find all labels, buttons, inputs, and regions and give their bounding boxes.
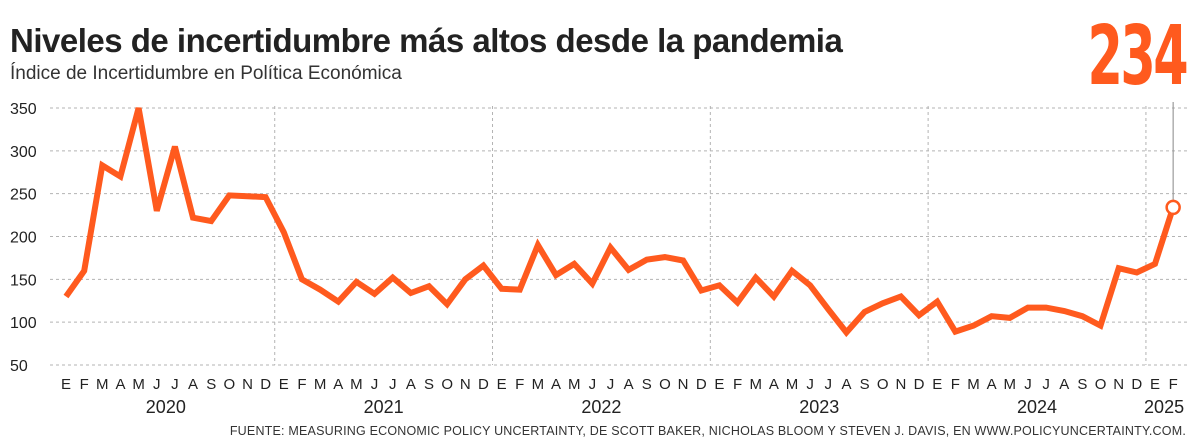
- y-tick-label: 300: [10, 144, 37, 161]
- month-label: M: [532, 376, 545, 393]
- year-label: 2025: [1144, 397, 1184, 417]
- source-note: FUENTE: MEASURING ECONOMIC POLICY UNCERT…: [229, 424, 1186, 438]
- month-label: M: [350, 376, 363, 393]
- month-label: J: [589, 376, 597, 393]
- y-tick-label: 250: [10, 187, 37, 204]
- month-label: M: [132, 376, 145, 393]
- month-label: M: [314, 376, 327, 393]
- month-label: O: [877, 376, 889, 393]
- y-tick-label: 50: [10, 358, 28, 375]
- month-label: O: [659, 376, 671, 393]
- chart-title: Niveles de incertidumbre más altos desde…: [10, 22, 843, 59]
- month-label: A: [841, 376, 851, 393]
- month-label: D: [1131, 376, 1142, 393]
- month-label: O: [441, 376, 453, 393]
- month-label: D: [696, 376, 707, 393]
- month-label: A: [333, 376, 343, 393]
- month-label: A: [188, 376, 198, 393]
- month-label: M: [786, 376, 799, 393]
- month-label: F: [951, 376, 960, 393]
- month-label: N: [895, 376, 906, 393]
- year-label: 2020: [146, 397, 186, 417]
- month-label: A: [624, 376, 634, 393]
- year-label: 2023: [799, 397, 839, 417]
- month-label: F: [80, 376, 89, 393]
- month-label: J: [806, 376, 814, 393]
- month-label: S: [206, 376, 216, 393]
- month-label: E: [61, 376, 71, 393]
- series-line: [63, 107, 1176, 338]
- month-label: J: [153, 376, 161, 393]
- month-label: S: [642, 376, 652, 393]
- month-label: N: [678, 376, 689, 393]
- month-label: J: [1042, 376, 1050, 393]
- year-label: 2022: [581, 397, 621, 417]
- month-label: M: [96, 376, 109, 393]
- month-label: S: [1077, 376, 1087, 393]
- year-gridlines: [274, 106, 1147, 365]
- month-label: D: [260, 376, 271, 393]
- month-label: O: [1095, 376, 1107, 393]
- y-tick-label: 100: [10, 315, 37, 332]
- data-points: [64, 106, 1176, 335]
- month-label: A: [987, 376, 997, 393]
- y-tick-label: 350: [10, 101, 37, 118]
- month-label: D: [914, 376, 925, 393]
- month-label: J: [1024, 376, 1032, 393]
- y-tick-label: 150: [10, 272, 37, 289]
- month-label: S: [424, 376, 434, 393]
- year-label: 2024: [1017, 397, 1057, 417]
- month-label: F: [733, 376, 742, 393]
- chart-subtitle: Índice de Incertidumbre en Política Econ…: [10, 63, 402, 84]
- month-label: J: [171, 376, 179, 393]
- month-label: J: [371, 376, 379, 393]
- month-label: M: [1004, 376, 1017, 393]
- month-label: M: [749, 376, 762, 393]
- month-label: E: [1150, 376, 1160, 393]
- month-label: F: [515, 376, 524, 393]
- month-label: A: [406, 376, 416, 393]
- y-tick-label: 200: [10, 230, 37, 247]
- month-label: J: [825, 376, 833, 393]
- month-label: O: [224, 376, 236, 393]
- month-label: E: [497, 376, 507, 393]
- month-label: S: [860, 376, 870, 393]
- month-label: A: [769, 376, 779, 393]
- month-label: M: [967, 376, 980, 393]
- y-gridlines: [50, 107, 1188, 366]
- highlight-value: 234: [1087, 9, 1188, 104]
- month-label: M: [568, 376, 581, 393]
- month-label: E: [714, 376, 724, 393]
- month-label: A: [115, 376, 125, 393]
- month-label: N: [1113, 376, 1124, 393]
- year-label: 2021: [364, 397, 404, 417]
- month-label: D: [478, 376, 489, 393]
- month-label: F: [297, 376, 306, 393]
- month-label: E: [932, 376, 942, 393]
- month-label: J: [389, 376, 397, 393]
- month-label: J: [607, 376, 615, 393]
- x-axis-year-labels: 2020 2021 2022 2023 2024 2025: [146, 397, 1184, 417]
- y-axis-tick-labels: 50 100 150 200 250 300 350: [10, 101, 37, 375]
- last-point-marker: [1165, 199, 1181, 216]
- month-label: A: [1059, 376, 1069, 393]
- month-label: N: [242, 376, 253, 393]
- month-label: N: [460, 376, 471, 393]
- month-label: F: [1169, 376, 1178, 393]
- month-label: A: [551, 376, 561, 393]
- month-label: E: [279, 376, 289, 393]
